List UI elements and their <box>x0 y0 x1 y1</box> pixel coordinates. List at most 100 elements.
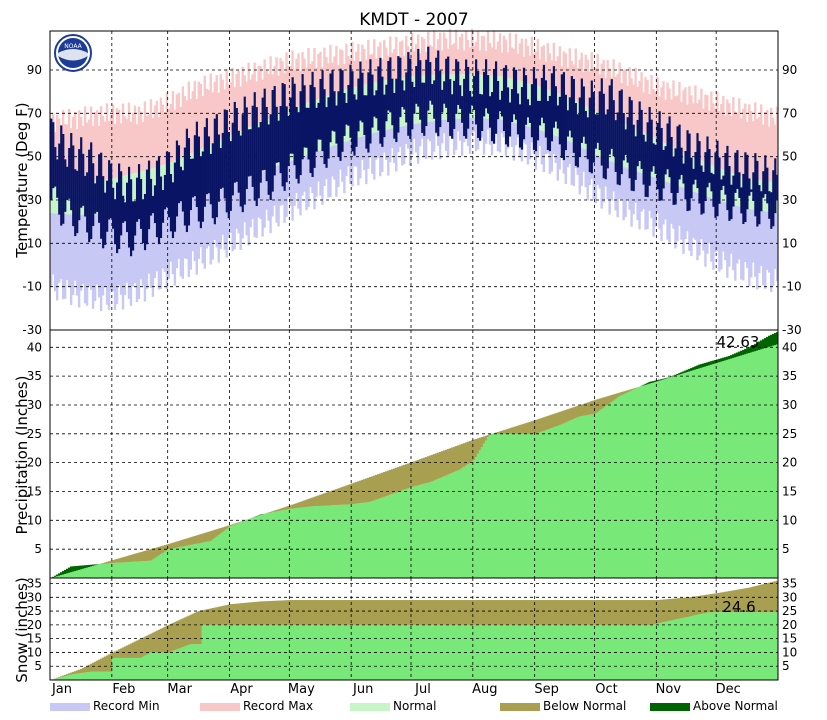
precip-departure-bar <box>686 369 689 373</box>
month-label-jun: Jun <box>352 682 373 697</box>
record-max-bar <box>742 108 745 177</box>
observed-temp-bar <box>205 118 208 195</box>
record-min-bar <box>648 175 651 211</box>
observed-temp-bar <box>558 96 561 145</box>
snow-observed-bar <box>660 622 663 680</box>
record-min-bar <box>484 118 488 144</box>
precip-departure-bar <box>341 486 344 505</box>
precip-departure-bar <box>750 346 753 353</box>
snow-departure-bar <box>478 600 482 625</box>
record-min-bar <box>510 122 514 147</box>
record-min-bar <box>71 214 75 295</box>
record-min-bar <box>416 123 420 164</box>
record-min-bar <box>626 168 629 200</box>
record-max-bar <box>255 81 258 124</box>
record-max-bar <box>492 30 496 76</box>
record-min-bar <box>79 215 83 291</box>
precip-observed-bar <box>488 434 492 578</box>
record-min-bar <box>538 129 542 147</box>
precip-observed-bar <box>758 349 761 578</box>
observed-temp-bar <box>367 72 370 153</box>
snow-observed-bar <box>680 618 683 680</box>
snow-observed-bar <box>147 653 151 680</box>
precip-observed-bar <box>57 575 61 578</box>
record-max-bar <box>377 46 380 82</box>
record-max-bar <box>99 106 103 180</box>
observed-temp-bar <box>534 78 538 152</box>
precip-departure-bar <box>93 564 97 566</box>
snow-observed-bar <box>125 657 129 680</box>
snow-departure-bar <box>668 599 671 621</box>
precip-departure-bar <box>89 564 93 567</box>
snow-departure-bar <box>744 588 747 613</box>
record-max-bar <box>171 90 175 162</box>
precip-observed-bar <box>672 376 675 578</box>
snow-departure-bar <box>614 600 617 625</box>
observed-temp-bar <box>722 175 725 186</box>
precip-observed-bar <box>578 416 581 578</box>
precip-observed-bar <box>95 564 99 578</box>
precip-departure-bar <box>165 544 169 551</box>
record-max-bar <box>764 111 767 181</box>
observed-temp-bar <box>538 100 542 126</box>
snow-departure-bar <box>203 609 206 625</box>
snow-observed-bar <box>460 624 464 680</box>
record-max-bar <box>654 92 657 139</box>
precip-observed-bar <box>323 505 326 578</box>
month-label-nov: Nov <box>656 682 682 697</box>
record-max-bar <box>215 75 218 142</box>
precip-departure-bar <box>438 451 442 479</box>
snow-observed-bar <box>552 624 556 680</box>
record-min-bar <box>672 184 675 229</box>
snow-observed-bar <box>99 671 103 680</box>
precip-departure-bar <box>426 456 430 483</box>
precip-observed-bar <box>333 505 336 578</box>
precip-departure-bar <box>65 568 69 574</box>
precip-departure-bar <box>560 411 563 425</box>
precip-departure-bar <box>367 477 370 503</box>
observed-temp-bar <box>92 163 95 226</box>
record-min-bar <box>379 131 382 177</box>
record-max-bar <box>107 121 111 179</box>
observed-temp-bar <box>311 71 314 177</box>
precip-departure-bar <box>748 347 751 354</box>
record-min-bar <box>748 208 751 287</box>
snow-observed-bar <box>604 624 607 680</box>
snow-observed-bar <box>113 657 117 680</box>
record-max-bar <box>149 99 153 169</box>
observed-temp-bar <box>151 195 155 214</box>
snow-observed-bar <box>73 673 77 680</box>
snow-observed-bar <box>528 624 532 680</box>
snow-departure-bar <box>484 600 488 625</box>
observed-temp-bar <box>425 59 428 127</box>
precip-observed-bar <box>89 566 93 578</box>
snow-departure-bar <box>672 598 675 621</box>
observed-temp-bar <box>742 173 745 224</box>
precip-departure-bar <box>199 534 202 544</box>
precip-observed-bar <box>522 433 526 578</box>
record-max-bar <box>650 75 653 137</box>
snow-departure-bar <box>430 600 434 625</box>
precip-observed-bar <box>297 507 300 578</box>
snow-departure-bar <box>482 600 486 625</box>
snow-departure-bar <box>506 600 510 625</box>
snow-observed-bar <box>502 624 506 680</box>
precip-observed-bar <box>163 551 167 578</box>
snow-observed-bar <box>143 655 147 680</box>
precip-observed-bar <box>289 508 292 578</box>
observed-temp-bar <box>207 136 210 194</box>
record-min-bar <box>403 125 406 165</box>
precip-departure-bar <box>365 478 368 503</box>
record-max-bar <box>325 57 328 97</box>
precip-observed-bar <box>442 476 446 578</box>
precip-observed-bar <box>311 506 314 578</box>
record-max-bar <box>660 87 663 142</box>
observed-temp-bar <box>483 71 486 117</box>
snow-observed-bar <box>359 624 362 680</box>
observed-temp-bar <box>357 78 360 132</box>
snow-departure-bar <box>652 600 655 625</box>
observed-temp-bar <box>636 119 639 167</box>
observed-temp-bar <box>291 77 294 154</box>
snow-departure-bar <box>748 587 751 613</box>
